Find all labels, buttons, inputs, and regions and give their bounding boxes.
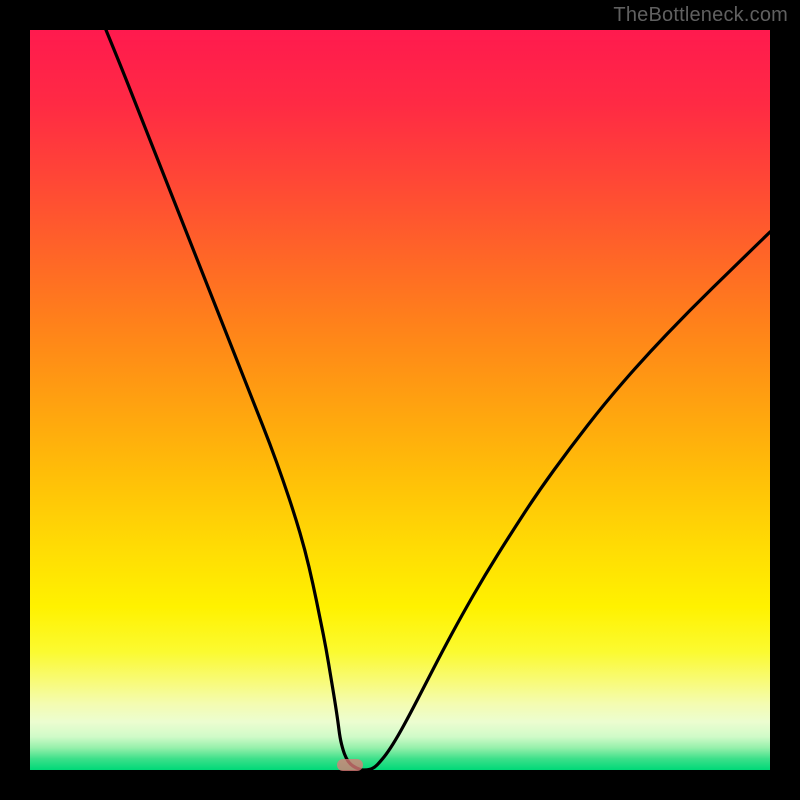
watermark-text: TheBottleneck.com <box>613 4 788 27</box>
bottleneck-curve <box>30 30 770 770</box>
optimal-point-marker <box>337 759 363 771</box>
curve-path <box>106 30 770 770</box>
plot-area <box>30 30 770 770</box>
